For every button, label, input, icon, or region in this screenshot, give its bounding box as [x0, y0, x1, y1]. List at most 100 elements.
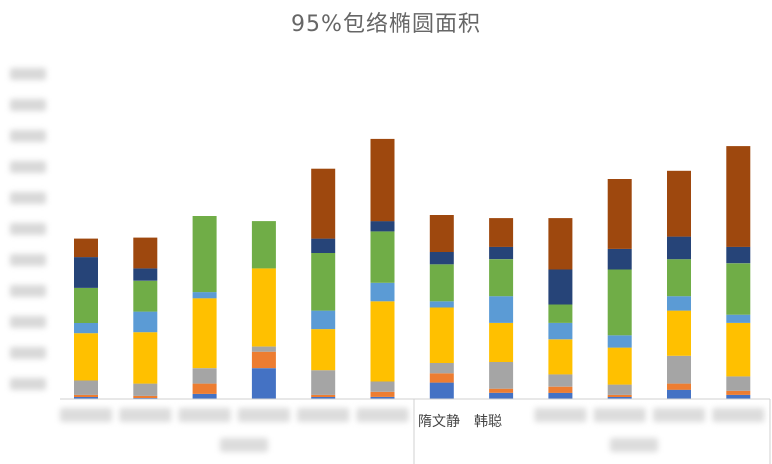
y-tick-label-3 — [10, 161, 46, 173]
bar-segment-2-2 — [192, 368, 217, 384]
bar-segment-5-2 — [370, 381, 395, 392]
bar-segment-10-1 — [667, 383, 691, 390]
bar-segment-11-2 — [726, 376, 751, 391]
bar-segment-4-0 — [311, 396, 336, 399]
bar-segment-11-5 — [726, 263, 751, 315]
bar-segment-11-6 — [726, 246, 751, 264]
bar-segment-9-5 — [607, 269, 632, 336]
bar-segment-4-5 — [311, 253, 336, 311]
bar-segment-7-2 — [489, 362, 514, 389]
bar-segment-8-0 — [548, 392, 573, 399]
y-tick-label-5 — [10, 223, 46, 235]
bar-segment-0-1 — [74, 394, 98, 397]
bar-segment-5-3 — [370, 301, 395, 382]
chart-title: 95%包络椭圆面积 — [291, 12, 481, 37]
bar-segment-9-2 — [607, 384, 632, 395]
bar-segment-1-3 — [133, 332, 158, 384]
bar-segment-5-4 — [370, 282, 395, 302]
bar-segment-7-0 — [489, 392, 514, 399]
bar-segment-11-3 — [726, 322, 751, 377]
bar-segment-11-4 — [726, 314, 751, 323]
x-tick-label-10 — [653, 408, 705, 422]
bar-segment-0-7 — [74, 238, 98, 258]
bar-segment-8-2 — [548, 374, 573, 387]
group-label-0: 隋文静 韩聪 — [418, 414, 502, 430]
bar-segment-10-4 — [667, 296, 691, 311]
bar-segment-5-5 — [370, 231, 395, 283]
bar-segment-7-6 — [489, 246, 514, 260]
y-tick-label-1 — [10, 99, 46, 111]
bar-segment-8-7 — [548, 218, 573, 270]
x-tick-label-9 — [593, 408, 646, 422]
bar-segment-2-4 — [192, 292, 217, 299]
bar-segment-7-1 — [489, 388, 514, 393]
y-tick-label-0 — [10, 68, 46, 80]
bar-segment-9-4 — [607, 335, 632, 348]
bar-segment-1-2 — [133, 383, 158, 396]
bar-segment-4-1 — [311, 394, 336, 397]
bar-segment-7-3 — [489, 322, 514, 362]
obscured-x-labels — [60, 408, 765, 452]
bar-segment-10-3 — [667, 310, 691, 356]
bar-segment-10-5 — [667, 259, 691, 297]
bar-segment-4-7 — [311, 168, 336, 239]
bar-segment-6-7 — [429, 215, 454, 252]
bar-segment-6-1 — [429, 373, 454, 383]
x-sub-label-1 — [610, 438, 658, 452]
bars-group — [74, 138, 751, 399]
bar-segment-2-1 — [192, 383, 217, 394]
bar-segment-9-3 — [607, 347, 632, 385]
bar-segment-7-5 — [489, 259, 514, 297]
x-tick-label-8 — [534, 408, 587, 422]
bar-segment-8-6 — [548, 269, 573, 305]
bar-segment-4-3 — [311, 329, 336, 371]
bar-segment-5-7 — [370, 138, 395, 222]
bar-segment-7-7 — [489, 218, 514, 247]
y-tick-label-9 — [10, 347, 46, 359]
bar-segment-6-6 — [429, 252, 454, 265]
y-axis-tick-labels — [10, 68, 46, 390]
bar-segment-8-3 — [548, 339, 573, 375]
bar-segment-1-6 — [133, 268, 158, 281]
x-tick-label-5 — [356, 408, 409, 422]
bar-segment-8-1 — [548, 386, 573, 393]
bar-segment-0-2 — [74, 380, 98, 395]
bar-segment-11-1 — [726, 390, 751, 395]
bar-segment-6-3 — [429, 307, 454, 363]
bar-segment-3-1 — [251, 351, 276, 369]
bar-segment-10-2 — [667, 355, 691, 384]
bar-segment-11-0 — [726, 394, 751, 399]
bar-segment-9-7 — [607, 179, 632, 249]
bar-segment-0-6 — [74, 257, 98, 288]
x-axis-labels: 隋文静 韩聪 — [60, 399, 771, 464]
bar-segment-10-0 — [667, 389, 691, 399]
y-tick-label-8 — [10, 316, 46, 328]
bar-segment-9-0 — [607, 396, 632, 399]
bar-segment-2-3 — [192, 298, 217, 369]
x-tick-label-3 — [237, 408, 290, 422]
bar-segment-5-0 — [370, 396, 395, 399]
bar-segment-1-4 — [133, 311, 158, 333]
x-tick-label-0 — [60, 408, 112, 422]
x-tick-label-2 — [178, 408, 231, 422]
bar-segment-6-5 — [429, 264, 454, 302]
bar-segment-11-7 — [726, 146, 751, 247]
bar-segment-4-6 — [311, 238, 336, 253]
bar-segment-10-6 — [667, 236, 691, 260]
bar-segment-2-0 — [192, 393, 217, 399]
bar-segment-1-7 — [133, 237, 158, 269]
bar-segment-4-4 — [311, 310, 336, 330]
bar-segment-7-4 — [489, 296, 514, 323]
bar-segment-0-5 — [74, 288, 98, 323]
bar-segment-10-7 — [667, 170, 691, 237]
x-sub-label-0 — [220, 438, 268, 452]
y-tick-label-7 — [10, 285, 46, 297]
bar-segment-6-4 — [429, 301, 454, 308]
bar-segment-3-3 — [251, 268, 276, 347]
bar-segment-4-2 — [311, 370, 336, 395]
bar-segment-0-0 — [74, 396, 98, 399]
bar-segment-3-0 — [251, 368, 276, 399]
bar-segment-6-2 — [429, 363, 454, 374]
bar-segment-9-1 — [607, 394, 632, 397]
